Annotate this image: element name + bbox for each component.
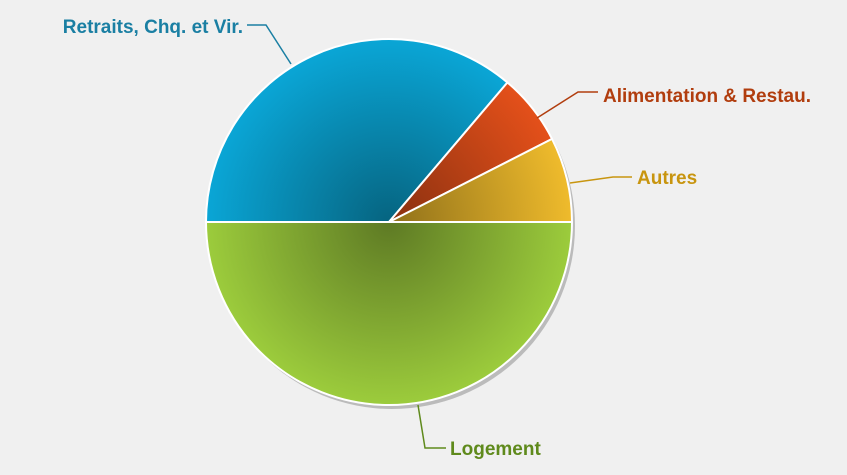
slice-label-autres: Autres bbox=[637, 168, 697, 189]
slice-label-retraits-chq-et-vir: Retraits, Chq. et Vir. bbox=[63, 17, 243, 38]
pie-slice-retraits-chq-et-vir[interactable] bbox=[205, 38, 509, 223]
pie-leader-lines bbox=[247, 24, 632, 449]
pie-slice-logement[interactable] bbox=[205, 221, 573, 406]
pie-slice-autres[interactable] bbox=[388, 137, 573, 223]
pie-labels: Logement Retraits, Chq. et Vir. Alimentati… bbox=[63, 17, 811, 460]
leader-line-retraits-chq-et-vir bbox=[247, 24, 292, 65]
leader-line-logement bbox=[417, 404, 446, 449]
leader-line-autres bbox=[569, 176, 632, 184]
pie-slices bbox=[205, 38, 573, 406]
leader-line-alimentation-restau bbox=[536, 91, 598, 119]
slice-label-alimentation-restau: Alimentation & Restau. bbox=[603, 86, 811, 107]
slice-label-logement: Logement bbox=[450, 439, 541, 460]
